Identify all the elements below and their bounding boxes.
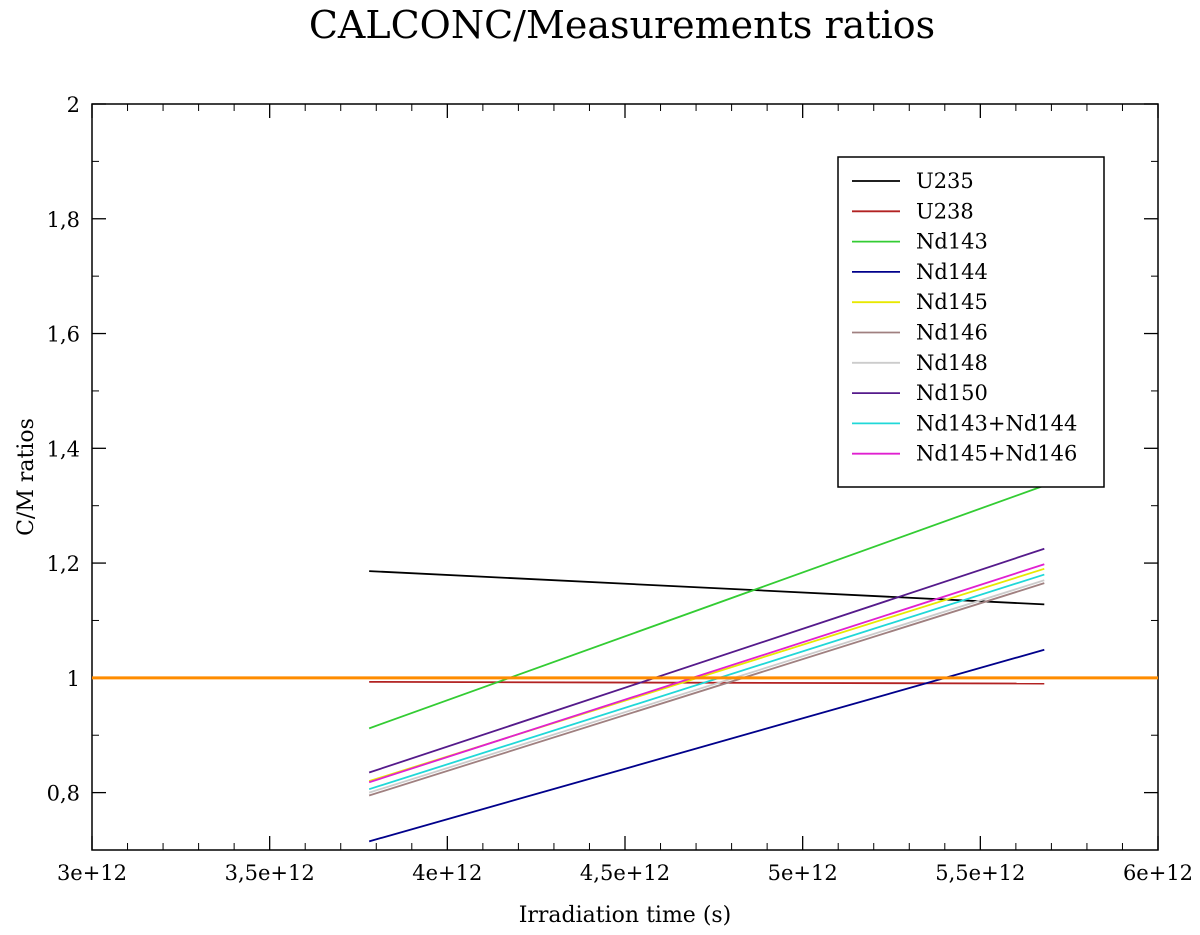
series-line-u235: [369, 570, 1045, 606]
y-tick-label: 1,8: [47, 208, 80, 232]
legend-label: Nd144: [916, 260, 988, 284]
legend-label: U235: [916, 169, 974, 193]
x-tick-label: 3e+12: [57, 861, 127, 885]
y-tick-label: 1: [67, 667, 80, 691]
y-tick-label: 1,4: [47, 437, 80, 461]
legend: U235 U238 Nd143 Nd144 Nd145 Nd146 Nd148 Nd150 Nd…: [837, 156, 1105, 488]
y-tick-label: 0,8: [47, 782, 80, 806]
y-tick-label: 1,2: [47, 552, 80, 576]
legend-label: Nd145+Nd146: [916, 442, 1077, 466]
legend-label: Nd146: [916, 321, 988, 345]
series-line-nd150: [368, 547, 1045, 774]
legend-label: Nd148: [916, 351, 988, 375]
series-lines: [92, 484, 1158, 843]
y-tick-label: 2: [67, 93, 80, 117]
legend-label: U238: [916, 199, 974, 223]
y-tick-label: 1,6: [47, 323, 80, 347]
y-axis-label: C/M ratios: [14, 418, 39, 536]
series-line-nd145-nd146: [368, 563, 1045, 784]
legend-label: Nd145: [916, 290, 988, 314]
x-tick-label: 5e+12: [768, 861, 838, 885]
x-tick-label: 4,5e+12: [580, 861, 670, 885]
x-tick-label: 5,5e+12: [935, 861, 1025, 885]
series-line-nd148: [368, 579, 1045, 794]
series-line-nd143-nd144: [368, 573, 1045, 791]
x-tick-label: 3,5e+12: [225, 861, 315, 885]
legend-label: Nd150: [916, 381, 988, 405]
series-line-nd144: [368, 648, 1045, 843]
x-tick-label: 6e+12: [1123, 861, 1193, 885]
series-line-nd143: [368, 484, 1045, 730]
axis-ticks: 3e+12 3,5e+12 4e+12 4,5e+12 5e+12 5,5e+12 6e+1…: [47, 93, 1193, 885]
series-line-nd146: [368, 582, 1045, 797]
chart-title: CALCONC/Measurements ratios: [309, 3, 935, 47]
legend-label: Nd143+Nd144: [916, 411, 1077, 435]
x-axis-label: Irradiation time (s): [519, 903, 732, 928]
legend-label: Nd143: [916, 230, 988, 254]
x-tick-label: 4e+12: [412, 861, 482, 885]
